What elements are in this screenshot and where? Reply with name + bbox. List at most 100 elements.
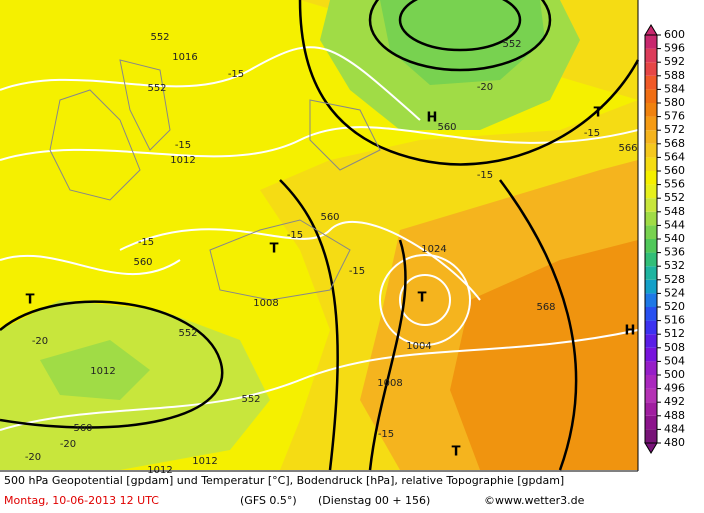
colorbar-label: 560 bbox=[664, 164, 685, 177]
contour-label: -20 bbox=[60, 439, 76, 450]
colorbar-bin bbox=[645, 293, 657, 307]
colorbar-bin bbox=[645, 198, 657, 212]
colorbar-label: 536 bbox=[664, 246, 685, 259]
footer-run: (Dienstag 00 + 156) bbox=[318, 494, 430, 507]
map-labels: 5521016-15552-151012-15-20H560552T-15566… bbox=[25, 32, 638, 476]
colorbar-label: 480 bbox=[664, 436, 685, 449]
colorbar-bin bbox=[645, 116, 657, 131]
colorbar-label: 500 bbox=[664, 368, 685, 381]
colorbar-label: 588 bbox=[664, 69, 685, 82]
colorbar-bin bbox=[645, 347, 657, 362]
coastlines bbox=[49, 59, 381, 301]
colorbar-bin bbox=[645, 402, 657, 416]
colorbar-label: 532 bbox=[664, 259, 685, 272]
contour-label: 552 bbox=[502, 39, 521, 50]
colorbar-bin bbox=[645, 171, 657, 185]
contour-label: -15 bbox=[349, 266, 365, 277]
hot-field bbox=[450, 240, 638, 470]
colorbar-bin bbox=[645, 143, 657, 158]
footer-credit: ©www.wetter3.de bbox=[484, 494, 585, 507]
colorbar-label: 572 bbox=[664, 123, 685, 136]
colorbar-bin bbox=[645, 307, 657, 321]
pressure-center: T bbox=[418, 291, 427, 306]
colorbar-bin bbox=[645, 75, 657, 90]
contour-label: -15 bbox=[228, 69, 244, 80]
contour-label: -15 bbox=[287, 230, 303, 241]
colorbar-bin bbox=[645, 157, 657, 171]
colorbar-label: 516 bbox=[664, 314, 685, 327]
contour-label: 552 bbox=[150, 32, 169, 43]
pressure-center: T bbox=[26, 293, 35, 308]
colorbar-label: 488 bbox=[664, 409, 685, 422]
colorbar-bin bbox=[645, 35, 657, 49]
colorbar-bin bbox=[645, 429, 657, 443]
contour-label: 1008 bbox=[253, 298, 278, 309]
colorbar-label: 528 bbox=[664, 273, 685, 286]
contour-label: 560 bbox=[437, 122, 456, 133]
contour-label: 1012 bbox=[90, 366, 115, 377]
footer-date: Montag, 10-06-2013 12 UTC bbox=[4, 494, 159, 507]
colorbar-label: 580 bbox=[664, 96, 685, 109]
contour-label: 1016 bbox=[172, 52, 197, 63]
colorbar-label: 556 bbox=[664, 178, 685, 191]
colorbar-label: 596 bbox=[664, 42, 685, 55]
colorbar-bin bbox=[645, 48, 657, 63]
colorbar-bin bbox=[645, 225, 657, 239]
colorbar-bin bbox=[645, 415, 657, 430]
colorbar-bin bbox=[645, 266, 657, 280]
contour-label: -15 bbox=[584, 128, 600, 139]
contour-label: 560 bbox=[320, 212, 339, 223]
pressure-center: T bbox=[270, 242, 279, 257]
colorbar-label: 552 bbox=[664, 191, 685, 204]
colorbar-label: 584 bbox=[664, 82, 685, 95]
colorbar-label: 484 bbox=[664, 422, 685, 435]
colorbar-label: 520 bbox=[664, 300, 685, 313]
isotherms bbox=[0, 46, 639, 431]
contour-label: -15 bbox=[138, 237, 154, 248]
colorbar-label: 600 bbox=[664, 28, 685, 41]
contour-label: 552 bbox=[241, 394, 260, 405]
colorbar-label: 548 bbox=[664, 205, 685, 218]
colorbar-bin bbox=[645, 184, 657, 199]
map-area: 5521016-15552-151012-15-20H560552T-15566… bbox=[0, 0, 640, 476]
colorbar-label: 492 bbox=[664, 395, 685, 408]
footer-line1: 500 hPa Geopotential [gpdam] und Tempera… bbox=[4, 474, 564, 487]
colorbar-bin bbox=[645, 320, 657, 335]
pressure-center: T bbox=[452, 445, 461, 460]
colorbar-bin bbox=[645, 239, 657, 253]
colorbar-bin bbox=[645, 279, 657, 294]
contour-label: 566 bbox=[618, 143, 637, 154]
colorbar-bin bbox=[645, 62, 657, 76]
footer-model: (GFS 0.5°) bbox=[240, 494, 297, 507]
contour-label: -15 bbox=[477, 170, 493, 181]
colorbar-bin bbox=[645, 252, 657, 267]
colorbar-label: 524 bbox=[664, 286, 685, 299]
colorbar-bin bbox=[645, 361, 657, 375]
isobars bbox=[0, 0, 640, 471]
colorbar-bin bbox=[645, 211, 657, 226]
contour-label: -15 bbox=[175, 140, 191, 151]
colorbar-label: 576 bbox=[664, 110, 685, 123]
contour-label: 552 bbox=[178, 328, 197, 339]
colorbar-bin bbox=[645, 375, 657, 389]
colorbar-label: 564 bbox=[664, 150, 685, 163]
contour-label: 568 bbox=[536, 302, 555, 313]
contour-label: -20 bbox=[25, 452, 41, 463]
colorbar-bin bbox=[645, 103, 657, 117]
contour-label: 1008 bbox=[377, 378, 402, 389]
pressure-center: H bbox=[427, 111, 438, 126]
colorbar-arrow bbox=[644, 24, 658, 36]
pressure-center: T bbox=[594, 106, 603, 121]
pressure-center: H bbox=[625, 324, 636, 339]
colorbar: 4804844884924965005045085125165205245285… bbox=[644, 24, 685, 454]
contour-label: 552 bbox=[147, 83, 166, 94]
colorbar-label: 568 bbox=[664, 137, 685, 150]
colder-field-sw bbox=[40, 340, 150, 400]
contour-label: 560 bbox=[73, 423, 92, 434]
colorbar-arrow bbox=[644, 442, 658, 454]
colorbar-bin bbox=[645, 130, 657, 144]
colorbar-bin bbox=[645, 334, 657, 348]
contour-label: -15 bbox=[378, 429, 394, 440]
colorbar-bin bbox=[645, 388, 657, 403]
contour-label: 1012 bbox=[170, 155, 195, 166]
